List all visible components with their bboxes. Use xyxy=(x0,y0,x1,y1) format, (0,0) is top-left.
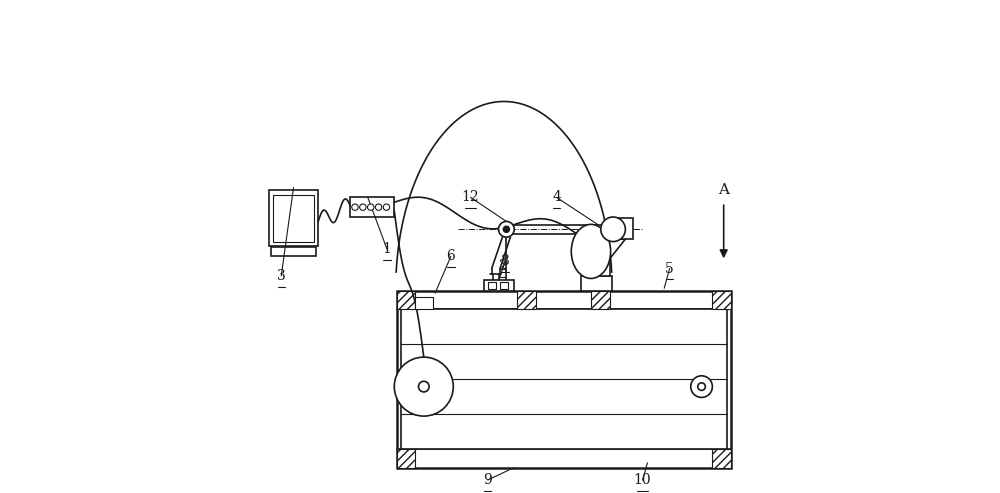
Circle shape xyxy=(698,383,705,390)
Text: 5: 5 xyxy=(665,262,674,276)
Bar xyxy=(712,291,731,310)
Circle shape xyxy=(503,226,509,232)
Text: 4: 4 xyxy=(552,190,561,204)
Bar xyxy=(583,260,610,276)
Ellipse shape xyxy=(571,224,611,279)
Circle shape xyxy=(383,204,390,211)
Bar xyxy=(488,282,496,289)
Bar xyxy=(581,276,612,291)
Circle shape xyxy=(601,217,625,242)
Circle shape xyxy=(352,204,358,211)
Bar xyxy=(613,218,633,239)
Text: 9: 9 xyxy=(483,473,492,487)
Text: 1: 1 xyxy=(382,242,391,256)
Text: 2: 2 xyxy=(498,259,507,273)
Text: 3: 3 xyxy=(277,269,286,283)
Circle shape xyxy=(418,381,429,392)
Bar xyxy=(611,224,625,239)
Text: A: A xyxy=(718,183,729,197)
Circle shape xyxy=(375,204,382,211)
Bar xyxy=(273,195,314,242)
Circle shape xyxy=(360,204,366,211)
Bar xyxy=(397,291,415,310)
Bar xyxy=(271,247,316,256)
Text: 10: 10 xyxy=(634,473,651,487)
Circle shape xyxy=(368,204,374,211)
Bar xyxy=(401,310,727,449)
Bar xyxy=(397,449,415,468)
Text: 12: 12 xyxy=(462,190,479,204)
Bar xyxy=(269,190,318,246)
Bar xyxy=(397,291,731,468)
Circle shape xyxy=(394,357,453,416)
Circle shape xyxy=(691,376,712,397)
Bar xyxy=(500,282,508,289)
Bar xyxy=(415,297,433,310)
Text: 6: 6 xyxy=(446,249,455,263)
Bar xyxy=(350,197,394,217)
Bar xyxy=(517,291,536,310)
Circle shape xyxy=(499,221,514,237)
Bar xyxy=(712,449,731,468)
Bar xyxy=(484,280,514,291)
Text: 8: 8 xyxy=(501,254,509,268)
Bar xyxy=(591,291,610,310)
